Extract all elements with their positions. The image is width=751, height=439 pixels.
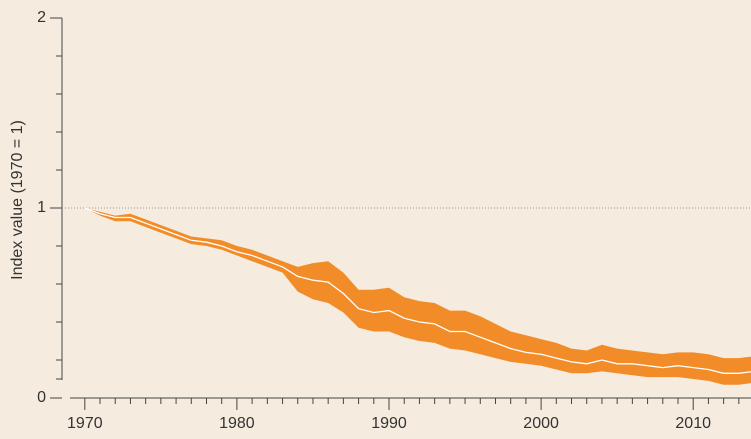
x-tick-label: 1970 (67, 415, 103, 432)
confidence-band (84, 208, 751, 385)
y-axis-label: Index value (1970 = 1) (9, 120, 26, 280)
x-tick-label: 2000 (523, 415, 559, 432)
x-tick-label: 2010 (675, 415, 711, 432)
plot-area (84, 207, 751, 385)
y-tick-label: 1 (37, 199, 46, 216)
y-tick-label: 0 (37, 389, 46, 406)
x-tick-label: 1980 (219, 415, 255, 432)
y-tick-label: 2 (37, 9, 46, 26)
x-tick-label: 1990 (371, 415, 407, 432)
index-line (84, 207, 751, 374)
